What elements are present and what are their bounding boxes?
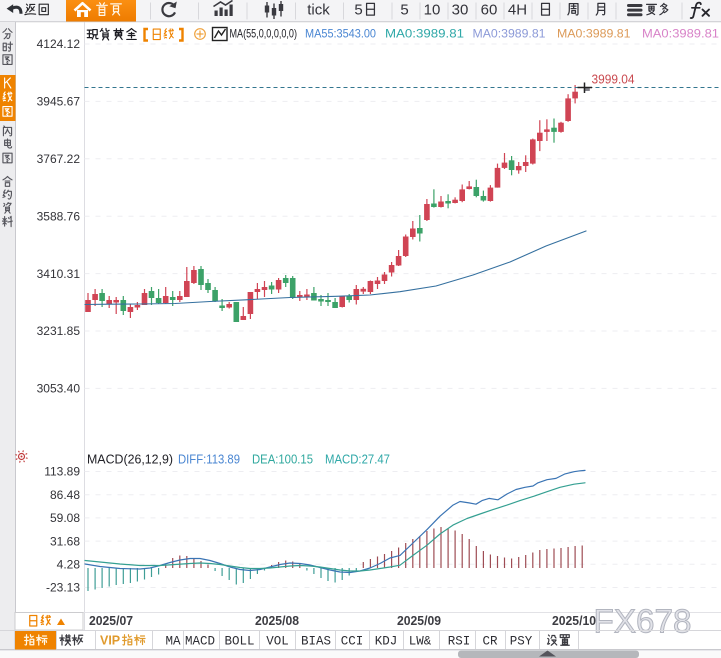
- svg-text:2025/09: 2025/09: [397, 614, 441, 628]
- svg-text:86.48: 86.48: [50, 488, 80, 502]
- svg-text:MA0:3989.81: MA0:3989.81: [385, 27, 464, 41]
- svg-text:PSY: PSY: [510, 635, 533, 649]
- svg-text:4124.12: 4124.12: [37, 37, 81, 51]
- svg-text:MA: MA: [165, 635, 181, 649]
- svg-text:3588.76: 3588.76: [37, 209, 81, 223]
- svg-text:VOL: VOL: [266, 635, 289, 649]
- svg-text:31.68: 31.68: [50, 534, 80, 548]
- svg-text:KDJ: KDJ: [375, 635, 398, 649]
- svg-text:DIFF:113.89: DIFF:113.89: [178, 453, 240, 467]
- svg-text:-23.13: -23.13: [46, 581, 80, 595]
- svg-text:DEA:100.15: DEA:100.15: [252, 453, 313, 467]
- svg-text:MACD:27.47: MACD:27.47: [325, 453, 390, 467]
- svg-text:3410.31: 3410.31: [37, 267, 81, 281]
- svg-text:MA55:3543.00: MA55:3543.00: [305, 27, 376, 41]
- svg-text:MA0:3989.81: MA0:3989.81: [557, 27, 631, 41]
- svg-text:MA0:3989.81: MA0:3989.81: [642, 27, 719, 41]
- svg-text:3767.22: 3767.22: [37, 152, 81, 166]
- svg-text:RSI: RSI: [448, 635, 471, 649]
- svg-text:2025/10: 2025/10: [552, 614, 596, 628]
- svg-text:VIP: VIP: [100, 634, 120, 648]
- svg-text:3999.04: 3999.04: [592, 73, 635, 87]
- svg-text:3945.67: 3945.67: [37, 95, 81, 109]
- svg-text:MA0:3989.81: MA0:3989.81: [473, 27, 546, 41]
- svg-text:5: 5: [400, 1, 408, 18]
- svg-text:FX678: FX678: [594, 603, 692, 640]
- svg-text:BOLL: BOLL: [224, 635, 254, 649]
- svg-text:tick: tick: [307, 1, 330, 18]
- svg-text:4H: 4H: [508, 1, 527, 18]
- svg-text:MACD(26,12,9): MACD(26,12,9): [87, 453, 173, 467]
- svg-text:10: 10: [424, 1, 441, 18]
- svg-text:CR: CR: [482, 635, 498, 649]
- svg-text:60: 60: [481, 1, 498, 18]
- svg-text:MA(55,0,0,0,0,0): MA(55,0,0,0,0,0): [230, 27, 298, 41]
- svg-text:2025/08: 2025/08: [255, 614, 299, 628]
- svg-text:3231.85: 3231.85: [37, 324, 81, 338]
- svg-text:2025/07: 2025/07: [89, 614, 133, 628]
- svg-text:30: 30: [452, 1, 469, 18]
- svg-text:BIAS: BIAS: [301, 635, 331, 649]
- svg-text:5: 5: [354, 1, 362, 18]
- svg-text:CCI: CCI: [341, 635, 364, 649]
- svg-text:3053.40: 3053.40: [37, 382, 81, 396]
- svg-text:4.28: 4.28: [57, 558, 81, 572]
- svg-text:MACD: MACD: [185, 635, 215, 649]
- svg-text:113.89: 113.89: [44, 465, 80, 479]
- svg-text:LW&: LW&: [409, 635, 432, 649]
- svg-text:59.08: 59.08: [50, 511, 80, 525]
